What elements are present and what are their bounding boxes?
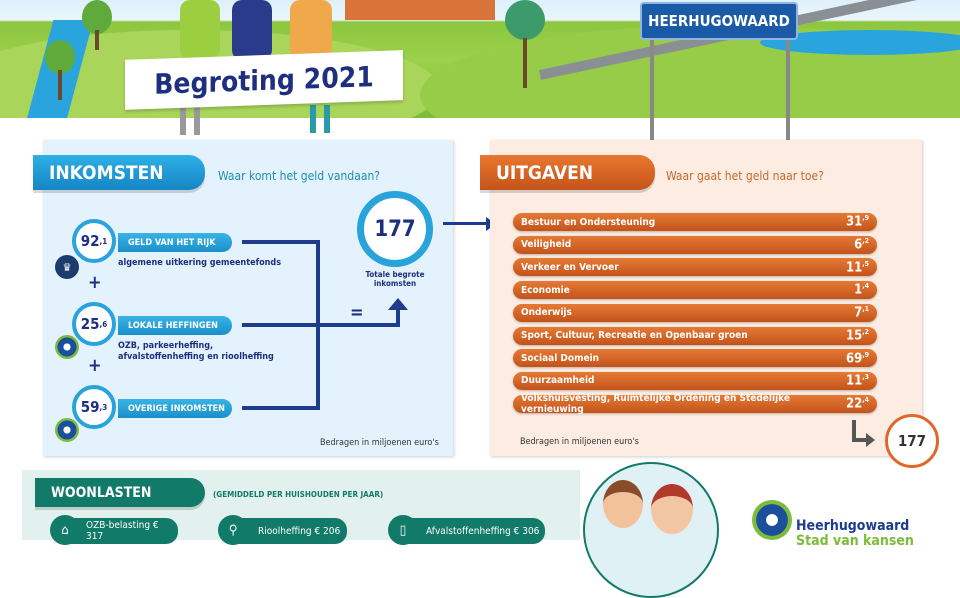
income-note: Bedragen in miljoenen euro's bbox=[320, 438, 439, 448]
expense-value: 22,4 bbox=[845, 395, 869, 412]
woonlasten-item: Rioolheffing € 206 bbox=[232, 518, 347, 544]
municipality-logo-icon bbox=[55, 418, 79, 442]
expense-bar: Veiligheid 6,2 bbox=[513, 235, 877, 254]
income-value-circle: 92,1 bbox=[72, 219, 116, 263]
legs-illustration bbox=[180, 105, 340, 145]
expense-label: Duurzaamheid bbox=[521, 375, 595, 387]
expense-value: 15,2 bbox=[845, 327, 869, 344]
logo-tagline: Stad van kansen bbox=[796, 533, 914, 549]
expenses-total-circle: 177 bbox=[885, 414, 939, 468]
connector-line bbox=[242, 240, 320, 244]
expense-bar: Sociaal Domein 69,9 bbox=[513, 349, 877, 368]
income-label: LOKALE HEFFINGEN bbox=[118, 316, 232, 335]
expense-value: 11,3 bbox=[845, 373, 869, 389]
expense-bar: Onderwijs 7,1 bbox=[513, 303, 877, 322]
expense-value: 11,5 bbox=[845, 259, 869, 276]
woonlasten-item: Afvalstoffenheffing € 306 bbox=[400, 518, 545, 544]
income-label: GELD VAN HET RIJK bbox=[118, 233, 232, 252]
expenses-title: UITGAVEN bbox=[480, 155, 655, 190]
income-label: OVERIGE INKOMSTEN bbox=[118, 399, 232, 418]
house-icon: ⌂ bbox=[50, 515, 80, 545]
expense-bar: Volkshuisvesting, Ruimtelijke Ordening e… bbox=[513, 392, 877, 415]
sign-pole bbox=[650, 40, 654, 140]
town-sign: HEERHUGOWAARD bbox=[640, 2, 798, 40]
income-subtitle: Waar komt het geld vandaan? bbox=[218, 169, 381, 183]
connector-line bbox=[852, 438, 868, 442]
connector-line bbox=[396, 310, 400, 327]
houses-illustration bbox=[345, 0, 495, 20]
expense-value: 7,1 bbox=[854, 305, 869, 321]
crown-emblem-icon: ♛ bbox=[55, 255, 79, 279]
expense-label: Sociaal Domein bbox=[521, 352, 600, 364]
connector-line bbox=[443, 222, 488, 225]
arrow-up-icon bbox=[388, 298, 408, 310]
equals-sign: = bbox=[350, 302, 364, 323]
connector-line bbox=[316, 240, 320, 410]
income-total-label: Totale begrote inkomsten bbox=[365, 270, 425, 288]
connector-line bbox=[242, 406, 320, 410]
income-title: INKOMSTEN bbox=[33, 155, 205, 190]
arrow-right-icon bbox=[866, 433, 875, 447]
income-total-circle: 177 bbox=[357, 191, 433, 267]
expense-bar: Verkeer en Vervoer 11,5 bbox=[513, 258, 877, 277]
person-illustration bbox=[180, 0, 220, 60]
expense-label: Onderwijs bbox=[521, 307, 572, 319]
logo-name: Heerhugowaard bbox=[796, 518, 910, 534]
municipality-logo-icon bbox=[55, 335, 79, 359]
expense-label: Bestuur en Ondersteuning bbox=[521, 216, 656, 228]
expense-value: 1,4 bbox=[854, 282, 869, 298]
expense-value: 69,9 bbox=[845, 350, 869, 366]
expenses-subtitle: Waar gaat het geld naar toe? bbox=[666, 169, 824, 183]
income-value-circle: 59,3 bbox=[72, 385, 116, 429]
expense-label: Veiligheid bbox=[521, 239, 572, 251]
expense-bar: Duurzaamheid 11,3 bbox=[513, 371, 877, 390]
expenses-note: Bedragen in miljoenen euro's bbox=[520, 437, 639, 447]
family-illustration bbox=[583, 462, 719, 598]
income-description: OZB, parkeerheffing, afvalstoffenheffing… bbox=[118, 341, 274, 362]
income-value-circle: 25,6 bbox=[72, 302, 116, 346]
municipality-logo-icon bbox=[752, 500, 792, 540]
plus-sign: + bbox=[88, 272, 102, 293]
woonlasten-title: WOONLASTEN bbox=[35, 478, 205, 507]
expense-label: Volkshuisvesting, Ruimtelijke Ordening e… bbox=[521, 392, 790, 415]
expense-bar: Economie 1,4 bbox=[513, 281, 877, 300]
expense-label: Economie bbox=[521, 284, 570, 296]
page-title: Begroting 2021 bbox=[125, 50, 403, 110]
expense-label: Sport, Cultuur, Recreatie en Openbaar gr… bbox=[521, 330, 748, 341]
waste-bin-icon: ▯ bbox=[388, 515, 418, 545]
expense-bar: Sport, Cultuur, Recreatie en Openbaar gr… bbox=[513, 326, 877, 345]
sign-pole bbox=[786, 40, 790, 140]
expense-value: 31,9 bbox=[845, 214, 869, 230]
woonlasten-subtitle: (GEMIDDELD PER HUISHOUDEN PER JAAR) bbox=[213, 490, 384, 499]
plus-sign: + bbox=[88, 355, 102, 376]
connector-line bbox=[852, 420, 856, 442]
sewer-icon: ⚲ bbox=[218, 515, 248, 545]
expense-label: Verkeer en Vervoer bbox=[521, 261, 619, 273]
connector-line bbox=[242, 323, 400, 327]
income-description: algemene uitkering gemeentefonds bbox=[118, 258, 282, 268]
expense-bar: Bestuur en Ondersteuning 31,9 bbox=[513, 213, 877, 231]
person-illustration bbox=[232, 0, 272, 60]
person-illustration bbox=[290, 0, 332, 60]
expense-value: 6,2 bbox=[854, 237, 869, 253]
